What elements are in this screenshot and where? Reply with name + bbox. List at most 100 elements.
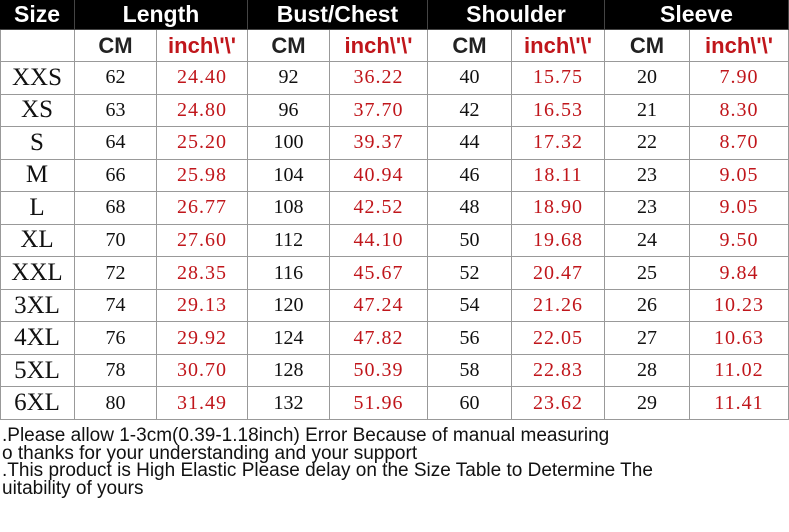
inch-cell: 36.22 [330, 62, 428, 95]
inch-cell: 40.94 [330, 159, 428, 193]
size-cell: XL [0, 224, 75, 258]
inch-cell: 42.52 [330, 192, 428, 225]
subheader-cell: inch\'\' [157, 30, 248, 62]
cm-cell: 25 [605, 257, 690, 290]
inch-cell: 30.70 [157, 354, 248, 388]
inch-cell: 11.02 [690, 354, 789, 388]
cm-cell: 56 [428, 322, 512, 355]
cm-cell: 80 [75, 387, 157, 420]
cm-cell: 104 [248, 159, 330, 193]
inch-cell: 22.05 [512, 322, 605, 355]
size-cell: 4XL [0, 322, 75, 355]
cm-cell: 120 [248, 289, 330, 323]
table-frame [0, 0, 1, 420]
inch-cell: 39.37 [330, 127, 428, 160]
subheader-cell: CM [248, 30, 330, 62]
cm-cell: 24 [605, 224, 690, 258]
inch-cell: 9.50 [690, 224, 789, 258]
cm-cell: 78 [75, 354, 157, 388]
size-cell: 6XL [0, 387, 75, 420]
inch-cell: 37.70 [330, 94, 428, 128]
size-cell: XS [0, 94, 75, 128]
cm-cell: 63 [75, 94, 157, 128]
inch-cell: 18.11 [512, 159, 605, 193]
size-cell: S [0, 127, 75, 160]
inch-cell: 20.47 [512, 257, 605, 290]
cm-cell: 40 [428, 62, 512, 95]
cm-cell: 72 [75, 257, 157, 290]
inch-cell: 25.98 [157, 159, 248, 193]
inch-cell: 7.90 [690, 62, 789, 95]
inch-cell: 10.23 [690, 289, 789, 323]
inch-cell: 11.41 [690, 387, 789, 420]
note-line: uitability of yours [2, 478, 144, 499]
cm-cell: 29 [605, 387, 690, 420]
cm-cell: 20 [605, 62, 690, 95]
size-cell: XXS [0, 62, 75, 95]
cm-cell: 46 [428, 159, 512, 193]
header-cell: Sleeve [605, 0, 789, 30]
inch-cell: 9.84 [690, 257, 789, 290]
cm-cell: 74 [75, 289, 157, 323]
inch-cell: 25.20 [157, 127, 248, 160]
cm-cell: 26 [605, 289, 690, 323]
inch-cell: 24.40 [157, 62, 248, 95]
cm-cell: 52 [428, 257, 512, 290]
header-cell: Shoulder [428, 0, 605, 30]
cm-cell: 50 [428, 224, 512, 258]
inch-cell: 27.60 [157, 224, 248, 258]
inch-cell: 16.53 [512, 94, 605, 128]
cm-cell: 92 [248, 62, 330, 95]
cm-cell: 28 [605, 354, 690, 388]
header-cell: Size [0, 0, 75, 30]
subheader-cell: CM [605, 30, 690, 62]
inch-cell: 47.82 [330, 322, 428, 355]
subheader-cell: CM [428, 30, 512, 62]
cm-cell: 48 [428, 192, 512, 225]
cm-cell: 60 [428, 387, 512, 420]
cm-cell: 22 [605, 127, 690, 160]
cm-cell: 54 [428, 289, 512, 323]
inch-cell: 44.10 [330, 224, 428, 258]
subheader-cell: CM [75, 30, 157, 62]
cm-cell: 100 [248, 127, 330, 160]
cm-cell: 58 [428, 354, 512, 388]
inch-cell: 47.24 [330, 289, 428, 323]
inch-cell: 29.13 [157, 289, 248, 323]
note-line: .This product is High Elastic Please del… [2, 460, 653, 481]
cm-cell: 96 [248, 94, 330, 128]
inch-cell: 26.77 [157, 192, 248, 225]
size-cell: M [0, 159, 75, 193]
cm-cell: 70 [75, 224, 157, 258]
subheader-cell: inch\'\' [330, 30, 428, 62]
inch-cell: 50.39 [330, 354, 428, 388]
header-cell: Bust/Chest [248, 0, 428, 30]
header-cell: Length [75, 0, 248, 30]
note-line: .Please allow 1-3cm(0.39-1.18inch) Error… [2, 425, 610, 446]
inch-cell: 31.49 [157, 387, 248, 420]
subheader-cell [0, 30, 75, 62]
inch-cell: 8.30 [690, 94, 789, 128]
subheader-cell: inch\'\' [512, 30, 605, 62]
cm-cell: 128 [248, 354, 330, 388]
cm-cell: 42 [428, 94, 512, 128]
cm-cell: 64 [75, 127, 157, 160]
cm-cell: 108 [248, 192, 330, 225]
cm-cell: 116 [248, 257, 330, 290]
cm-cell: 76 [75, 322, 157, 355]
cm-cell: 66 [75, 159, 157, 193]
note-line: o thanks for your understanding and your… [2, 443, 418, 464]
inch-cell: 18.90 [512, 192, 605, 225]
subheader-cell: inch\'\' [690, 30, 789, 62]
cm-cell: 23 [605, 159, 690, 193]
cm-cell: 62 [75, 62, 157, 95]
cm-cell: 132 [248, 387, 330, 420]
inch-cell: 17.32 [512, 127, 605, 160]
inch-cell: 28.35 [157, 257, 248, 290]
inch-cell: 22.83 [512, 354, 605, 388]
inch-cell: 19.68 [512, 224, 605, 258]
inch-cell: 15.75 [512, 62, 605, 95]
cm-cell: 124 [248, 322, 330, 355]
inch-cell: 45.67 [330, 257, 428, 290]
